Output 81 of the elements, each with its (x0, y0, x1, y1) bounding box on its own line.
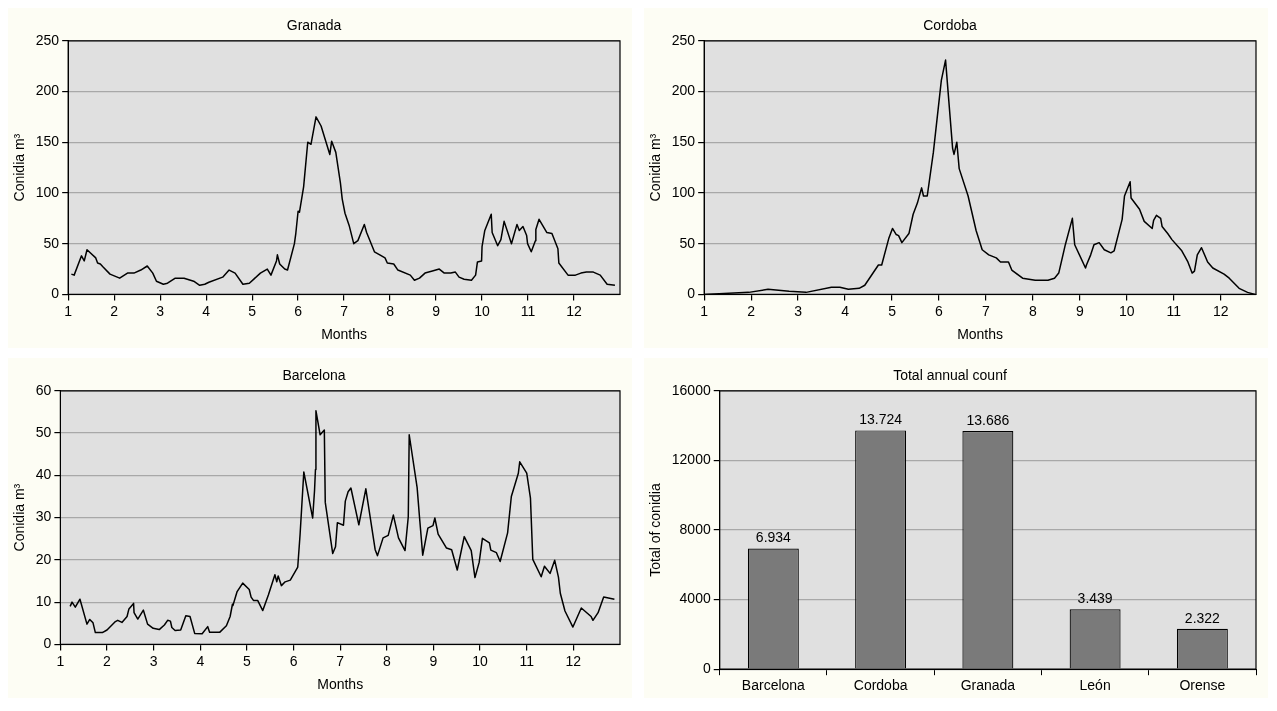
y-tick-label: 150 (671, 133, 696, 150)
x-tick-label: 4 (196, 652, 205, 669)
x-tick-label: 4 (202, 302, 211, 319)
x-tick-label: 2 (103, 652, 112, 669)
data-label: 13.724 (859, 411, 903, 428)
x-tick-label: 11 (519, 652, 535, 669)
y-tick-label: 250 (671, 31, 696, 48)
y-axis-title: Conidia m³ (11, 133, 28, 202)
x-tick-label: 6 (935, 302, 944, 319)
y-tick-label: 0 (687, 285, 696, 302)
y-tick-label: 50 (35, 423, 52, 440)
y-axis-title: Conidia m³ (647, 133, 664, 202)
x-tick-label: 1 (56, 652, 65, 669)
y-tick-label: 20 (35, 550, 52, 567)
x-tick-label: 5 (248, 302, 257, 319)
x-tick-label: 11 (1166, 302, 1182, 319)
x-tick-label: 8 (386, 302, 395, 319)
x-axis-title: Months (321, 326, 368, 343)
x-tick-label: 7 (982, 302, 991, 319)
x-axis-title: Months (957, 326, 1004, 343)
chart-title: Barcelona (282, 367, 346, 384)
x-tick-label: 2 (747, 302, 756, 319)
y-tick-label: 50 (43, 234, 60, 251)
x-tick-label: 7 (336, 652, 345, 669)
x-tick-label: 3 (794, 302, 803, 319)
x-tick-label: 10 (1119, 302, 1135, 319)
x-tick-label: 9 (432, 302, 441, 319)
y-axis-title: Conidia m³ (11, 483, 28, 552)
y-tick-label: 200 (35, 82, 60, 99)
x-tick-label: 8 (382, 652, 391, 669)
data-label: 3.439 (1077, 590, 1113, 607)
y-tick-label: 100 (35, 183, 60, 200)
y-axis-title: Total of conidia (647, 483, 664, 577)
x-tick-label: 12 (565, 652, 582, 669)
data-label: 6.934 (755, 529, 792, 546)
x-tick-label: Granada (960, 677, 1016, 694)
y-tick-label: 0 (702, 660, 711, 677)
x-tick-label: Cordoba (853, 677, 908, 694)
y-tick-label: 200 (671, 82, 696, 99)
x-tick-label: 5 (243, 652, 252, 669)
x-tick-label: 12 (1212, 302, 1229, 319)
x-tick-label: León (1079, 677, 1111, 694)
x-tick-label: 3 (156, 302, 165, 319)
x-tick-label: 2 (110, 302, 119, 319)
y-tick-label: 250 (35, 31, 60, 48)
chart-title: Total annual counf (893, 367, 1007, 384)
x-tick-label: 4 (841, 302, 850, 319)
y-tick-label: 150 (35, 133, 60, 150)
x-tick-label: 9 (1075, 302, 1084, 319)
y-tick-label: 10 (35, 592, 52, 609)
y-tick-label: 0 (43, 635, 52, 652)
chart-title: Granada (286, 17, 342, 34)
x-tick-label: Barcelona (741, 677, 806, 694)
data-label: 13.686 (966, 411, 1010, 428)
y-tick-label: 40 (35, 466, 52, 483)
x-tick-label: 9 (429, 652, 438, 669)
y-tick-label: 0 (51, 285, 60, 302)
x-tick-label: 11 (520, 302, 536, 319)
x-tick-label: 8 (1029, 302, 1038, 319)
x-tick-label: 1 (64, 302, 73, 319)
y-tick-label: 4000 (679, 590, 711, 607)
x-tick-label: 3 (149, 652, 158, 669)
x-tick-label: 6 (294, 302, 303, 319)
data-label: 2.322 (1184, 609, 1221, 626)
y-tick-label: 12000 (671, 451, 711, 468)
x-tick-label: 10 (472, 652, 489, 669)
y-tick-label: 100 (671, 183, 696, 200)
x-tick-label: 10 (474, 302, 491, 319)
y-tick-label: 60 (35, 381, 52, 398)
chart-title: Cordoba (923, 17, 978, 34)
y-tick-label: 50 (679, 234, 696, 251)
x-tick-label: 1 (700, 302, 709, 319)
y-tick-label: 16000 (671, 381, 711, 398)
x-axis-title: Months (317, 676, 364, 693)
x-tick-label: Orense (1179, 677, 1226, 694)
x-tick-label: 6 (289, 652, 298, 669)
x-tick-label: 12 (566, 302, 583, 319)
y-tick-label: 8000 (679, 520, 711, 537)
x-tick-label: 7 (340, 302, 349, 319)
x-tick-label: 5 (888, 302, 897, 319)
y-tick-label: 30 (35, 508, 52, 525)
